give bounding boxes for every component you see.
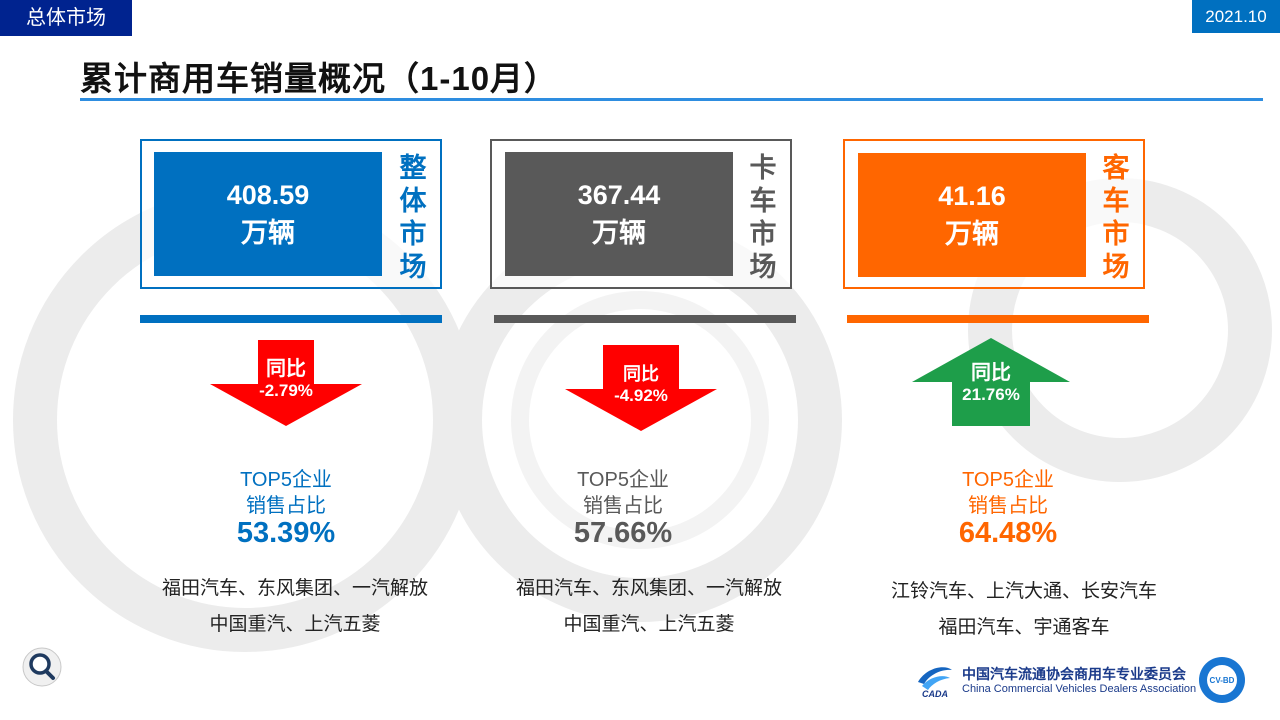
svg-text:CV-BD: CV-BD xyxy=(1210,676,1235,685)
date-badge: 2021.10 xyxy=(1192,0,1280,33)
bus-top5-value: 64.48% xyxy=(958,517,1058,549)
page-title: 累计商用车销量概况（1-10月） xyxy=(80,60,559,97)
overall-divider-bar xyxy=(140,315,442,323)
bus-value-box: 41.16 万辆 xyxy=(858,153,1086,277)
truck-top5-label: TOP5企业 销售占比 xyxy=(577,469,669,517)
truck-down-arrow-icon xyxy=(565,345,717,431)
svg-text:CADA: CADA xyxy=(922,689,948,698)
bus-top5-companies: 江铃汽车、上汽大通、长安汽车 福田汽车、宇通客车 xyxy=(890,581,1157,638)
truck-yoy-value: -4.92% xyxy=(614,386,668,405)
association-name-en: China Commercial Vehicles Dealers Associ… xyxy=(962,683,1197,695)
overall-value: 408.59 xyxy=(226,180,310,210)
bus-top5-label: TOP5企业 销售占比 xyxy=(962,469,1054,517)
overall-yoy-label: 同比 xyxy=(266,358,306,380)
bus-yoy-value: 21.76% xyxy=(962,385,1020,404)
truck-value: 367.44 xyxy=(577,180,661,210)
bus-up-arrow-icon xyxy=(912,338,1070,426)
truck-unit: 万辆 xyxy=(592,218,646,248)
overall-yoy-value: -2.79% xyxy=(259,381,313,400)
bus-yoy-label: 同比 xyxy=(971,362,1011,384)
magnifier-icon[interactable] xyxy=(22,647,62,687)
bus-yoy: 同比 21.76% xyxy=(941,358,1041,410)
section-tag: 总体市场 xyxy=(0,0,132,36)
truck-yoy: 同比 -4.92% xyxy=(591,359,691,411)
bus-value: 41.16 xyxy=(938,181,1006,211)
overall-down-arrow-icon xyxy=(210,340,362,426)
truck-divider-bar xyxy=(494,315,796,323)
truck-top5-companies: 福田汽车、东风集团、一汽解放 中国重汽、上汽五菱 xyxy=(515,578,782,635)
truck-value-box: 367.44 万辆 xyxy=(505,152,733,276)
truck-yoy-label: 同比 xyxy=(623,364,659,384)
cada-logo-icon: CADA xyxy=(918,667,952,698)
overall-value-box: 408.59 万辆 xyxy=(154,152,382,276)
overall-top5-value: 53.39% xyxy=(236,517,336,549)
bus-title: 客 车 市 场 xyxy=(1102,153,1130,282)
truck-top5-value: 57.66% xyxy=(573,517,673,549)
cv-bd-badge-icon: CV-BD xyxy=(1199,657,1245,703)
bus-unit: 万辆 xyxy=(945,219,999,249)
overall-yoy: 同比 -2.79% xyxy=(236,354,336,406)
overall-top5-label: TOP5企业 销售占比 xyxy=(240,469,332,517)
bus-divider-bar xyxy=(847,315,1149,323)
overall-title: 整 体 市 场 xyxy=(399,153,427,282)
truck-title: 卡 车 市 场 xyxy=(749,153,777,282)
overall-top5-companies: 福田汽车、东风集团、一汽解放 中国重汽、上汽五菱 xyxy=(161,578,428,635)
title-underline xyxy=(80,98,1263,101)
association-name-cn: 中国汽车流通协会商用车专业委员会 xyxy=(962,667,1186,683)
overall-unit: 万辆 xyxy=(241,218,295,248)
